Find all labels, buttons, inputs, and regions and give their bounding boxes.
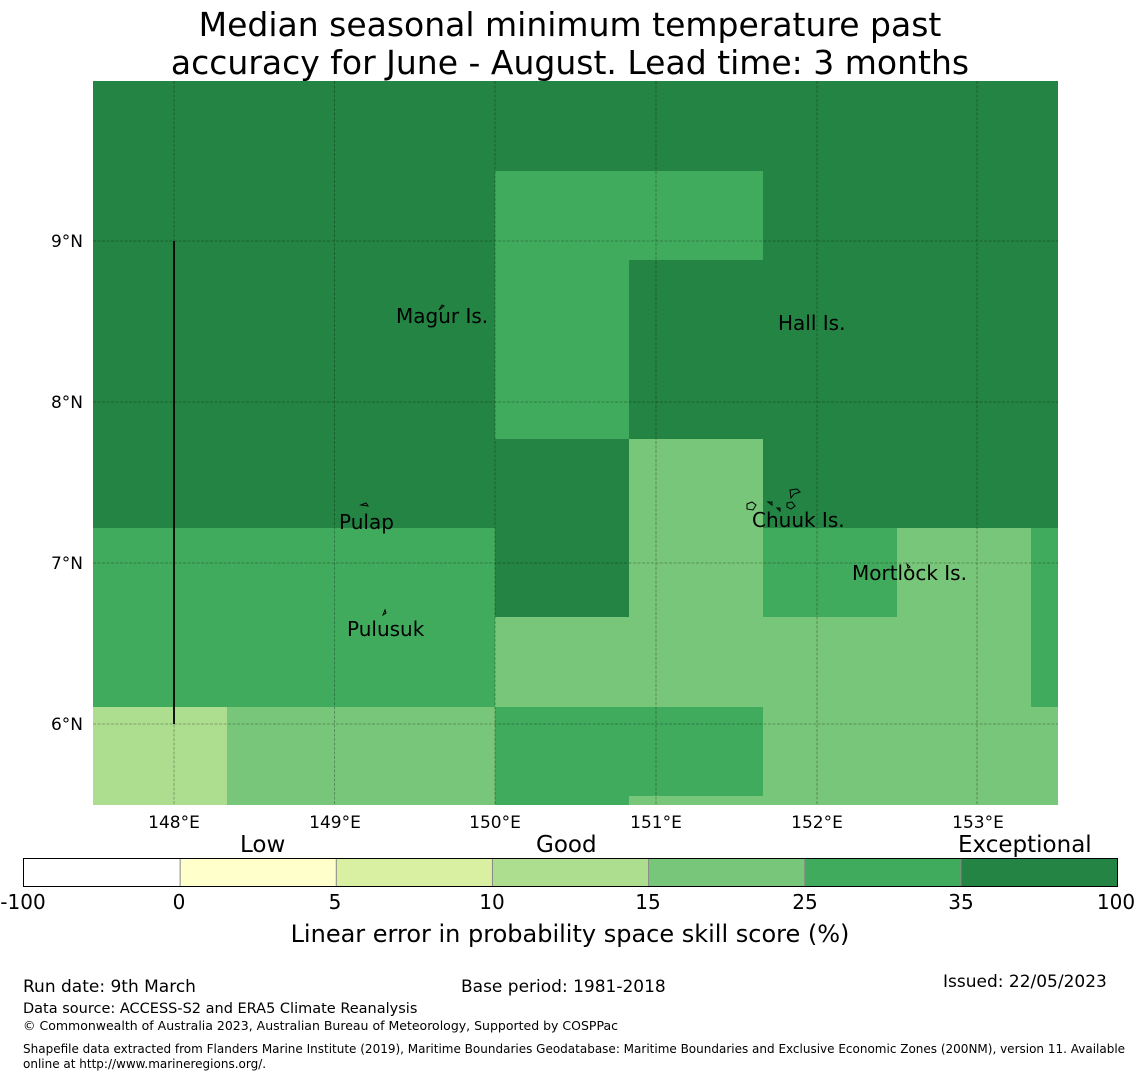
- x-tick-label: 150°E: [469, 813, 521, 830]
- colorbar-segment: [24, 859, 181, 886]
- map-title-line1: Median seasonal minimum temperature past: [198, 5, 942, 44]
- grid-cell: [763, 707, 1031, 805]
- grid-cell: [227, 707, 495, 805]
- shapefile-credit: Shapefile data extracted from Flanders M…: [23, 1042, 1126, 1071]
- skill-grid: [93, 81, 1058, 805]
- island-outline: [746, 501, 757, 511]
- island-outline: [789, 488, 801, 500]
- y-tick-label: 7°N: [51, 554, 83, 574]
- colorbar-tick-label: 25: [792, 890, 818, 914]
- grid-cell: [495, 707, 763, 796]
- island-outline: [438, 304, 445, 311]
- x-tick-label: 152°E: [791, 813, 843, 830]
- x-tick-label: 151°E: [630, 813, 682, 830]
- x-tick-label: 153°E: [952, 813, 1004, 830]
- colorbar-segment: [804, 859, 961, 886]
- skill-map: Magur Is. Hall Is. Pulap Chuuk Is. Mortl…: [51, 81, 1058, 830]
- x-tick-label: 149°E: [309, 813, 361, 830]
- grid-cell: [629, 796, 763, 805]
- grid-cell: [629, 439, 763, 617]
- colorbar-tick-label: 100: [1096, 890, 1136, 914]
- colorbar-segment: [648, 859, 805, 886]
- grid-cell: [495, 260, 629, 439]
- y-tick-label: 6°N: [51, 715, 83, 735]
- grid-cell: [495, 171, 763, 260]
- colorbar-category-exceptional: Exceptional: [958, 832, 1092, 858]
- colorbar-segment: [960, 859, 1117, 886]
- place-label-pulusuk: Pulusuk: [347, 617, 425, 641]
- island-outline: [775, 507, 781, 513]
- grid-cell: [495, 796, 629, 805]
- place-label-magur: Magur Is.: [396, 304, 488, 328]
- island-shapes: [359, 304, 911, 617]
- grid-cell: [93, 528, 495, 707]
- grid-cell: [93, 707, 227, 805]
- colorbar-segment: [336, 859, 493, 886]
- grid-cell: [1031, 707, 1058, 805]
- place-label-mortlock: Mortlock Is.: [852, 561, 967, 585]
- grid-cell: [763, 528, 897, 617]
- colorbar-label: Linear error in probability space skill …: [290, 920, 850, 948]
- colorbar-segments: [24, 859, 1117, 886]
- grid-cell: [897, 528, 1031, 617]
- colorbar: [23, 858, 1118, 887]
- map-title-line2: accuracy for June - August. Lead time: 3…: [170, 43, 970, 82]
- place-label-hall: Hall Is.: [778, 311, 845, 335]
- island-outline: [359, 502, 370, 507]
- island-outline: [766, 501, 773, 506]
- colorbar-tick-label: 35: [948, 890, 974, 914]
- colorbar-tick-label: 0: [172, 890, 186, 914]
- x-tick-label: 148°E: [148, 813, 200, 830]
- colorbar-tick-label: 5: [328, 890, 342, 914]
- colorbar-tick-label: -100: [0, 890, 46, 914]
- y-tick-label: 9°N: [51, 232, 83, 252]
- grid-cell: [1031, 528, 1058, 707]
- island-outline: [786, 501, 796, 510]
- place-label-chuuk: Chuuk Is.: [752, 508, 845, 532]
- copyright-notice: © Commonwealth of Australia 2023, Austra…: [23, 1018, 618, 1033]
- place-label-pulap: Pulap: [339, 510, 394, 534]
- grid-cell: [495, 617, 1031, 707]
- colorbar-category-low: Low: [240, 832, 286, 858]
- island-outline: [381, 608, 387, 617]
- issued-date: Issued: 22/05/2023: [943, 972, 1107, 992]
- base-period: Base period: 1981-2018: [461, 977, 666, 997]
- map-title: Median seasonal minimum temperature past…: [0, 6, 1140, 82]
- data-source: Data source: ACCESS-S2 and ERA5 Climate …: [23, 1001, 418, 1017]
- run-date: Run date: 9th March: [23, 977, 196, 997]
- island-outline: [906, 562, 911, 569]
- colorbar-tick-label: 15: [635, 890, 661, 914]
- colorbar-category-good: Good: [536, 832, 597, 858]
- colorbar-segment: [492, 859, 649, 886]
- y-tick-label: 8°N: [51, 393, 83, 413]
- colorbar-segment: [180, 859, 337, 886]
- colorbar-tick-label: 10: [479, 890, 505, 914]
- colorbar-frame: [23, 858, 1118, 887]
